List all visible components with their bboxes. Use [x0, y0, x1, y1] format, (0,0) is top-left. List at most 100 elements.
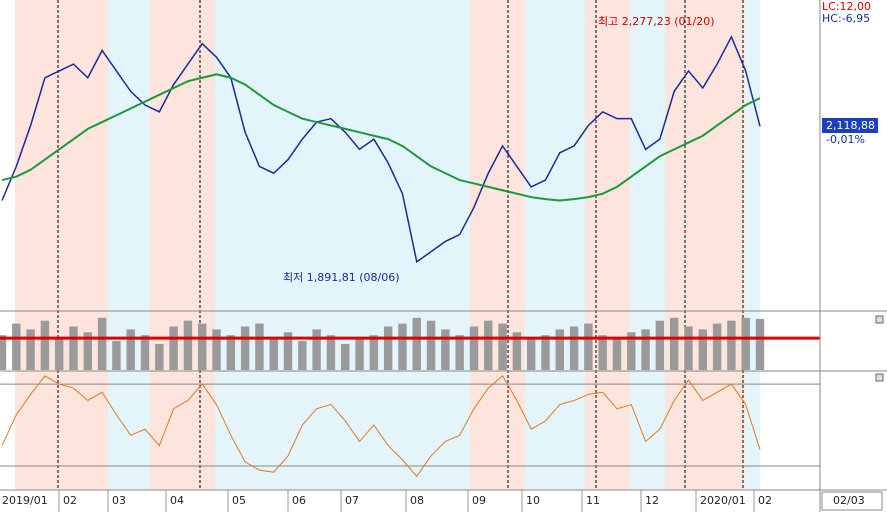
- cursor-date: 02/03: [833, 494, 865, 507]
- x-tick-label: 11: [586, 494, 600, 507]
- period-bands: [15, 0, 760, 490]
- volume-bar: [541, 335, 550, 370]
- period-band: [108, 0, 150, 490]
- period-band: [215, 0, 290, 490]
- volume-bar: [183, 320, 193, 370]
- volume-bar: [684, 326, 693, 370]
- x-tick-label: 2020/01: [700, 494, 746, 507]
- volume-bar: [484, 320, 493, 370]
- volume-bar: [498, 323, 507, 370]
- volume-bar: [26, 329, 35, 370]
- volume-bar: [555, 329, 564, 370]
- x-tick-label: 07: [345, 494, 359, 507]
- hc-label: HC:-6,95: [822, 12, 870, 25]
- last-price: 2,118,88: [826, 119, 875, 132]
- volume-bar: [612, 338, 622, 370]
- volume-bar: [441, 329, 450, 370]
- volume-bar: [341, 343, 350, 370]
- volume-bar: [140, 335, 150, 370]
- volume-bar: [584, 323, 593, 370]
- right-axis: [820, 0, 887, 512]
- low-note: 최저 1,891,81 (08/06): [283, 271, 400, 284]
- volume-bar: [169, 326, 178, 370]
- volume-bar: [526, 338, 536, 370]
- close-button[interactable]: [875, 315, 884, 324]
- period-band: [345, 0, 410, 490]
- volume-bar: [240, 326, 250, 370]
- x-tick-label: 09: [472, 494, 486, 507]
- period-band: [720, 0, 745, 490]
- x-tick-label: 05: [232, 494, 246, 507]
- volume-bar: [226, 335, 236, 370]
- period-band: [630, 0, 665, 490]
- volume-bar: [741, 317, 750, 370]
- period-band: [150, 0, 168, 490]
- volume-bar: [12, 323, 21, 370]
- volume-bar: [269, 338, 278, 370]
- x-tick-label: 04: [170, 494, 184, 507]
- volume-bar: [112, 341, 121, 370]
- volume-bar: [627, 332, 636, 370]
- period-band: [525, 0, 585, 490]
- high-note: 최고 2,277,23 (01/20): [598, 15, 715, 28]
- volume-bar: [155, 343, 164, 370]
- x-tick-label: 03: [112, 494, 126, 507]
- change: -0,01%: [826, 133, 865, 146]
- volume-bar: [212, 329, 221, 370]
- period-band: [55, 0, 108, 490]
- volume-bar: [755, 318, 765, 370]
- volume-bar: [655, 320, 665, 370]
- volume-bar: [469, 326, 479, 370]
- volume-bar: [283, 332, 293, 370]
- x-tick-label: 08: [410, 494, 424, 507]
- volume-bar: [369, 335, 379, 370]
- period-band: [665, 0, 720, 490]
- x-tick-label: 2019/01: [2, 494, 48, 507]
- x-tick-label: 06: [292, 494, 306, 507]
- period-band: [168, 0, 215, 490]
- x-tick-label: 02: [758, 494, 772, 507]
- volume-bar: [712, 323, 722, 370]
- volume-bar: [298, 341, 307, 370]
- volume-bar: [598, 335, 607, 370]
- period-band: [15, 0, 55, 490]
- period-band: [290, 0, 345, 490]
- volume-bar: [512, 332, 522, 370]
- volume-bar: [69, 326, 78, 370]
- volume-bar: [40, 320, 50, 370]
- volume-bar: [426, 320, 436, 370]
- volume-bar: [97, 317, 107, 370]
- x-tick-label: 10: [526, 494, 540, 507]
- period-band: [585, 0, 630, 490]
- volume-bar: [398, 323, 407, 370]
- volume-bar: [326, 335, 336, 370]
- rsi-line: [1, 375, 761, 478]
- volume-bar: [126, 329, 135, 370]
- period-band: [470, 0, 525, 490]
- x-tick-label: 12: [645, 494, 659, 507]
- price-line: [1, 73, 761, 202]
- close-button[interactable]: [875, 373, 884, 382]
- x-tick-label: 02: [63, 494, 77, 507]
- cursor-box: [821, 491, 883, 511]
- volume-bar: [412, 317, 421, 370]
- volume-bar: [83, 332, 93, 370]
- volume-bar: [54, 338, 64, 370]
- volume-bar: [312, 329, 321, 370]
- volume-bar: [383, 326, 393, 370]
- volume-bar: [669, 317, 679, 370]
- volume-bar: [198, 323, 207, 370]
- volume-bar: [569, 326, 579, 370]
- volume-bar: [455, 335, 464, 370]
- volume-bar: [698, 329, 708, 370]
- last-price-box: [822, 118, 878, 133]
- volume-bar: [255, 323, 264, 370]
- volume-bar: [355, 338, 364, 370]
- volume-bar: [727, 320, 736, 370]
- lc-label: LC:12,00: [822, 0, 871, 13]
- period-band: [745, 0, 760, 490]
- volume-bar: [0, 335, 7, 370]
- volume-bar: [641, 329, 650, 370]
- price-line: [1, 35, 761, 264]
